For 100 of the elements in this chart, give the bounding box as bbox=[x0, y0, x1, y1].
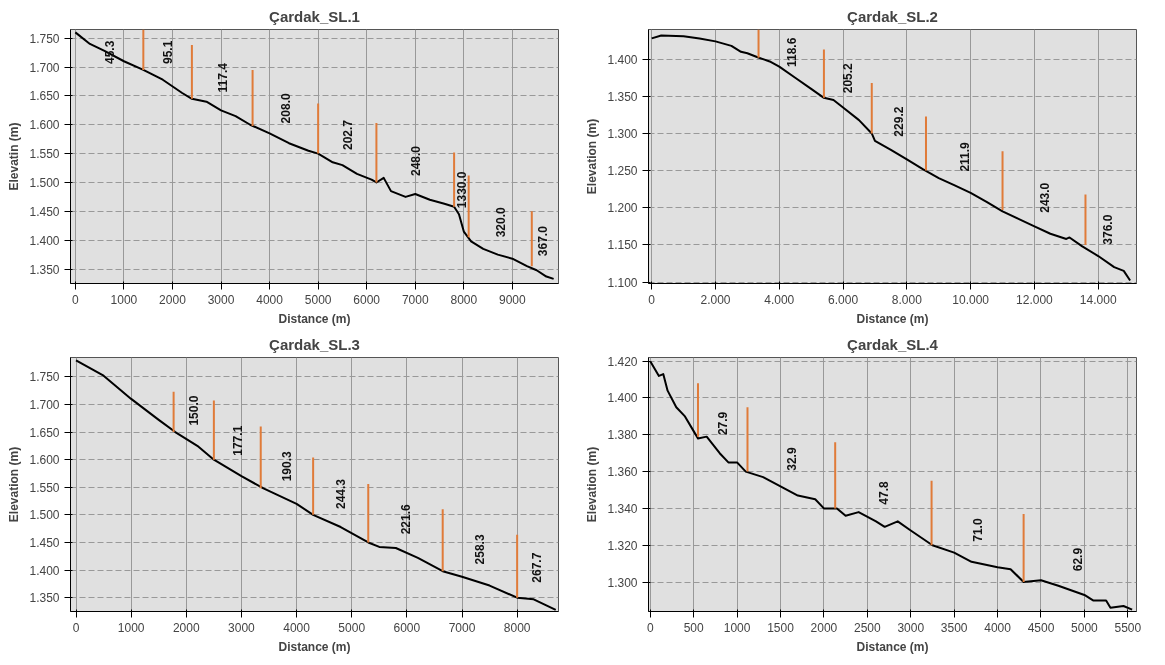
x-tick-label: 14.000 bbox=[1079, 292, 1117, 307]
x-tick-label: 7000 bbox=[448, 620, 476, 635]
y-axis-title: Elevation (m) bbox=[7, 446, 22, 523]
annotation: 117.4 bbox=[215, 62, 230, 93]
y-tick-label: 1.360 bbox=[607, 465, 638, 480]
y-tick-label: 1.150 bbox=[607, 238, 638, 253]
annotation: 258.3 bbox=[473, 534, 488, 565]
x-tick-label: 3000 bbox=[228, 620, 256, 635]
x-axis-title: Distance (m) bbox=[856, 311, 929, 326]
annotation: 150.0 bbox=[187, 395, 202, 426]
y-tick-label: 1.500 bbox=[29, 508, 60, 523]
y-tick-label: 1.550 bbox=[29, 480, 60, 495]
x-axis-title: Distance (m) bbox=[856, 639, 929, 654]
annotation: 95.1 bbox=[161, 40, 176, 65]
annotation: 320.0 bbox=[493, 206, 508, 238]
annotation: 62.9 bbox=[1071, 547, 1086, 572]
y-tick-label: 1.400 bbox=[29, 563, 60, 578]
annotation: 45.3 bbox=[102, 40, 117, 65]
x-tick-label: 5500 bbox=[1114, 620, 1142, 635]
y-tick-label: 1.200 bbox=[607, 201, 638, 216]
x-tick-label: 4.000 bbox=[764, 292, 795, 307]
y-tick-label: 1.700 bbox=[29, 60, 60, 75]
x-tick-label: 7000 bbox=[401, 292, 429, 307]
annotation: 202.7 bbox=[340, 119, 355, 151]
annotation: 190.3 bbox=[280, 450, 295, 482]
x-tick-label: 6000 bbox=[353, 292, 381, 307]
x-tick-label: 2000 bbox=[172, 620, 200, 635]
annotation: 376.0 bbox=[1101, 214, 1116, 245]
annotation: 221.6 bbox=[398, 503, 413, 535]
y-tick-label: 1.380 bbox=[607, 428, 638, 443]
y-tick-label: 1.350 bbox=[29, 262, 60, 277]
x-tick-label: 6.000 bbox=[828, 292, 859, 307]
x-tick-label: 9000 bbox=[499, 292, 527, 307]
x-tick-label: 5000 bbox=[304, 292, 332, 307]
x-tick-label: 1000 bbox=[117, 620, 145, 635]
y-axis-title: Elevation (m) bbox=[585, 446, 600, 523]
y-tick-label: 1.750 bbox=[29, 31, 60, 46]
y-tick-label: 1.300 bbox=[607, 575, 638, 590]
chart-title: Çardak_SL.1 bbox=[269, 7, 360, 25]
x-axis-title: Distance (m) bbox=[278, 311, 351, 326]
x-tick-label: 3000 bbox=[897, 620, 925, 635]
x-tick-label: 0 bbox=[72, 620, 80, 635]
x-tick-label: 4000 bbox=[256, 292, 284, 307]
chart-title: Çardak_SL.2 bbox=[847, 7, 938, 25]
y-tick-label: 1.650 bbox=[29, 425, 60, 440]
x-tick-label: 2000 bbox=[159, 292, 187, 307]
x-tick-label: 500 bbox=[683, 620, 704, 635]
annotation: 32.9 bbox=[784, 447, 799, 471]
annotation: 267.7 bbox=[529, 552, 544, 583]
y-tick-label: 1.350 bbox=[29, 591, 60, 606]
annotation: 229.2 bbox=[892, 106, 907, 137]
x-tick-label: 2000 bbox=[810, 620, 838, 635]
annotation: 177.1 bbox=[230, 425, 245, 456]
x-axis-title: Distance (m) bbox=[278, 639, 351, 654]
y-tick-label: 1.600 bbox=[29, 118, 60, 133]
y-tick-label: 1.400 bbox=[29, 233, 60, 248]
x-tick-label: 4000 bbox=[283, 620, 311, 635]
x-tick-label: 1000 bbox=[110, 292, 138, 307]
y-axis-title: Elevation (m) bbox=[585, 118, 600, 195]
x-tick-label: 8000 bbox=[503, 620, 531, 635]
annotation: 211.9 bbox=[957, 141, 972, 172]
x-tick-label: 0 bbox=[72, 292, 80, 307]
x-tick-label: 1000 bbox=[723, 620, 751, 635]
x-tick-label: 2.000 bbox=[700, 292, 731, 307]
annotation: 1330.0 bbox=[454, 171, 469, 209]
x-tick-label: 1500 bbox=[767, 620, 795, 635]
x-tick-label: 3000 bbox=[207, 292, 235, 307]
annotation: 205.2 bbox=[841, 62, 856, 94]
y-tick-label: 1.400 bbox=[607, 391, 638, 406]
annotation: 47.8 bbox=[876, 480, 891, 505]
x-tick-label: 2500 bbox=[853, 620, 881, 635]
y-tick-label: 1.700 bbox=[29, 397, 60, 412]
y-tick-label: 1.340 bbox=[607, 501, 638, 516]
annotation: 243.0 bbox=[1037, 182, 1052, 213]
y-tick-label: 1.400 bbox=[607, 52, 638, 67]
x-tick-label: 12.000 bbox=[1016, 292, 1054, 307]
annotation: 248.0 bbox=[408, 145, 423, 177]
annotation: 27.9 bbox=[716, 411, 731, 436]
x-tick-label: 0 bbox=[646, 620, 654, 635]
y-tick-label: 1.600 bbox=[29, 453, 60, 468]
x-tick-label: 6000 bbox=[393, 620, 421, 635]
annotation: 71.0 bbox=[971, 518, 986, 542]
chart-title: Çardak_SL.3 bbox=[269, 335, 360, 353]
y-tick-label: 1.350 bbox=[607, 89, 638, 104]
y-tick-label: 1.100 bbox=[607, 275, 638, 290]
y-tick-label: 1.450 bbox=[29, 204, 60, 219]
x-tick-label: 8000 bbox=[450, 292, 478, 307]
y-tick-label: 1.420 bbox=[607, 354, 638, 369]
y-tick-label: 1.500 bbox=[29, 175, 60, 190]
x-tick-label: 10.000 bbox=[952, 292, 990, 307]
y-tick-label: 1.250 bbox=[607, 164, 638, 179]
chart-title: Çardak_SL.4 bbox=[847, 335, 939, 353]
x-tick-label: 5000 bbox=[338, 620, 366, 635]
x-tick-label: 0 bbox=[648, 292, 656, 307]
annotation: 118.6 bbox=[784, 37, 799, 68]
y-tick-label: 1.750 bbox=[29, 370, 60, 385]
annotation: 208.0 bbox=[278, 93, 293, 124]
annotation: 244.3 bbox=[334, 478, 349, 510]
x-tick-label: 5000 bbox=[1071, 620, 1099, 635]
y-axis-title: Elevatin (m) bbox=[7, 122, 22, 191]
